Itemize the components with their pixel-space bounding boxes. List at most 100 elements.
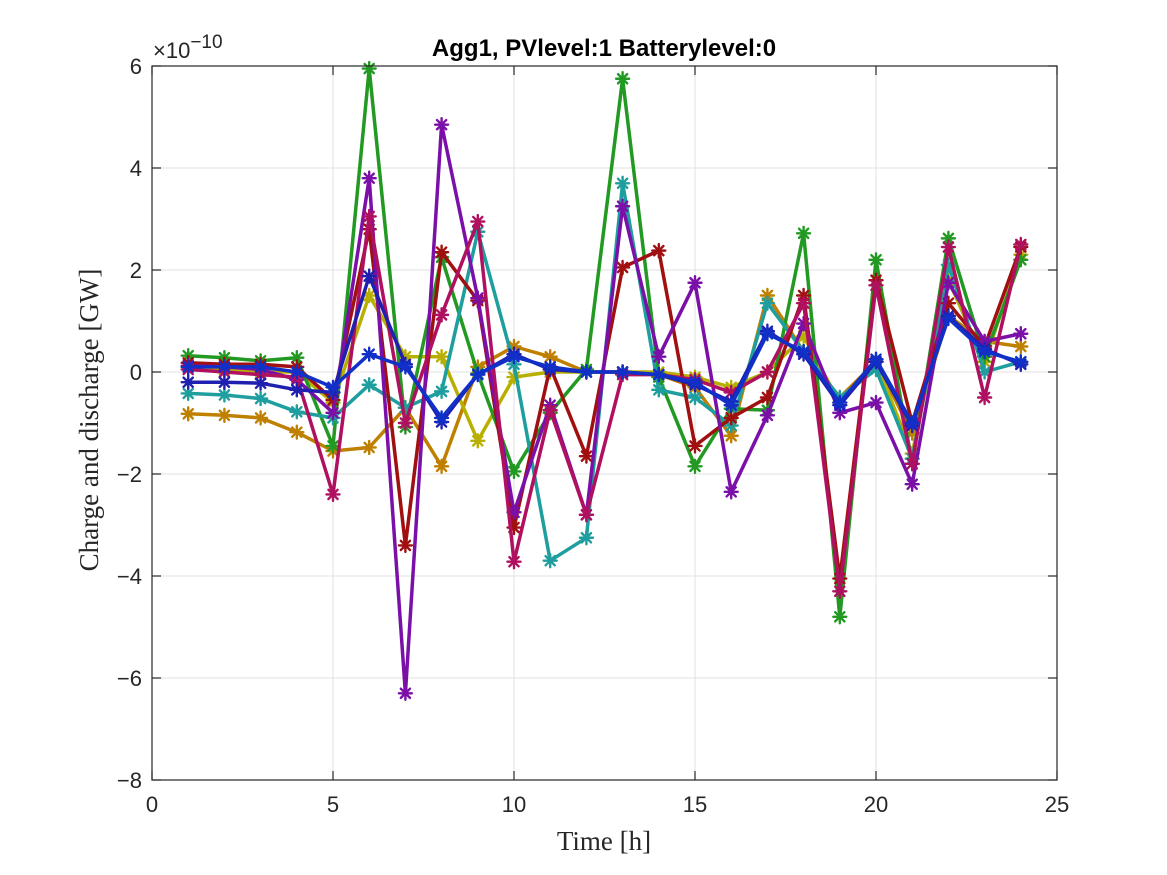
data-point — [216, 374, 233, 390]
data-point — [506, 554, 522, 570]
data-point — [216, 359, 233, 375]
data-point — [325, 438, 341, 454]
series-9 — [180, 310, 1029, 431]
data-point — [940, 239, 957, 255]
data-point — [868, 277, 884, 293]
y-ticks: −8 −6 −4 −2 0 2 4 6 — [117, 54, 1057, 793]
data-point — [614, 175, 631, 192]
x-tick-label: 10 — [502, 792, 526, 817]
data-point — [832, 609, 848, 625]
data-point — [361, 268, 377, 284]
data-point — [542, 402, 558, 418]
data-point — [325, 405, 341, 421]
data-point — [180, 374, 196, 390]
data-point — [1013, 354, 1029, 370]
y-tick-label: 0 — [130, 360, 142, 385]
x-tick-label: 20 — [864, 792, 888, 817]
data-point — [687, 374, 703, 390]
x-tick-label: 5 — [327, 792, 339, 817]
data-point — [1013, 236, 1029, 253]
series-layer — [180, 60, 1029, 701]
data-point — [433, 116, 450, 133]
data-point — [976, 389, 993, 406]
data-point — [723, 397, 739, 413]
data-point — [759, 295, 776, 311]
data-point — [1013, 338, 1029, 355]
data-point — [397, 537, 414, 554]
data-point — [397, 685, 414, 701]
y-tick-label: 4 — [130, 156, 142, 181]
data-point — [651, 366, 667, 383]
data-point — [723, 428, 739, 444]
x-ticks: 0 5 10 15 20 25 — [146, 66, 1069, 817]
data-point — [759, 326, 776, 342]
data-point — [651, 242, 667, 259]
x-axis-label: Time [h] — [557, 826, 651, 856]
data-point — [361, 346, 377, 362]
data-point — [795, 343, 812, 360]
y-tick-label: 2 — [130, 258, 142, 283]
data-point — [361, 60, 377, 77]
data-point — [832, 394, 848, 411]
y-exponent-base: ×10 — [153, 38, 190, 63]
data-point — [433, 244, 450, 260]
data-point — [361, 377, 377, 393]
data-point — [723, 484, 739, 500]
data-point — [868, 394, 884, 411]
y-exponent-power: −10 — [190, 32, 222, 53]
data-point — [1013, 326, 1029, 342]
data-point — [506, 463, 522, 480]
y-tick-label: −8 — [117, 768, 142, 793]
data-point — [433, 410, 450, 426]
data-point — [904, 456, 920, 472]
data-point — [614, 71, 631, 87]
series-line — [188, 66, 1023, 619]
data-point — [578, 507, 595, 523]
data-point — [252, 359, 269, 375]
data-point — [397, 359, 414, 375]
data-point — [325, 379, 341, 395]
data-point — [578, 364, 595, 380]
data-point — [759, 364, 776, 380]
data-point — [397, 415, 414, 431]
data-point — [614, 198, 631, 214]
y-tick-label: −6 — [117, 666, 142, 691]
data-point — [433, 349, 450, 365]
data-point — [433, 307, 450, 323]
data-point — [542, 553, 558, 569]
data-point — [904, 415, 920, 431]
series-line — [188, 214, 1023, 594]
data-point — [252, 390, 269, 407]
y-tick-label: −4 — [117, 564, 142, 589]
data-point — [832, 583, 848, 599]
y-tick-label: −2 — [117, 462, 142, 487]
data-point — [361, 287, 377, 304]
data-point — [759, 407, 776, 424]
plot-background — [152, 66, 1057, 780]
data-point — [904, 476, 920, 492]
y-axis-label: Charge and discharge [GW] — [74, 269, 104, 572]
data-point — [578, 530, 595, 546]
data-point — [940, 310, 957, 327]
data-point — [289, 350, 305, 366]
data-point — [289, 382, 305, 398]
x-tick-label: 15 — [683, 792, 707, 817]
data-point — [289, 424, 305, 440]
data-point — [252, 375, 269, 391]
axes-box — [151, 65, 1058, 781]
plot-area — [152, 66, 1057, 780]
x-tick-label: 25 — [1045, 792, 1069, 817]
data-point — [614, 364, 631, 380]
data-point — [361, 439, 377, 456]
data-point — [976, 343, 993, 360]
data-point — [542, 359, 558, 375]
series-line — [188, 122, 1022, 696]
data-point — [433, 458, 450, 475]
data-point — [578, 448, 595, 464]
data-point — [723, 410, 739, 426]
data-point — [651, 349, 667, 365]
data-point — [180, 406, 196, 422]
data-point — [759, 389, 776, 406]
data-point — [289, 364, 305, 380]
